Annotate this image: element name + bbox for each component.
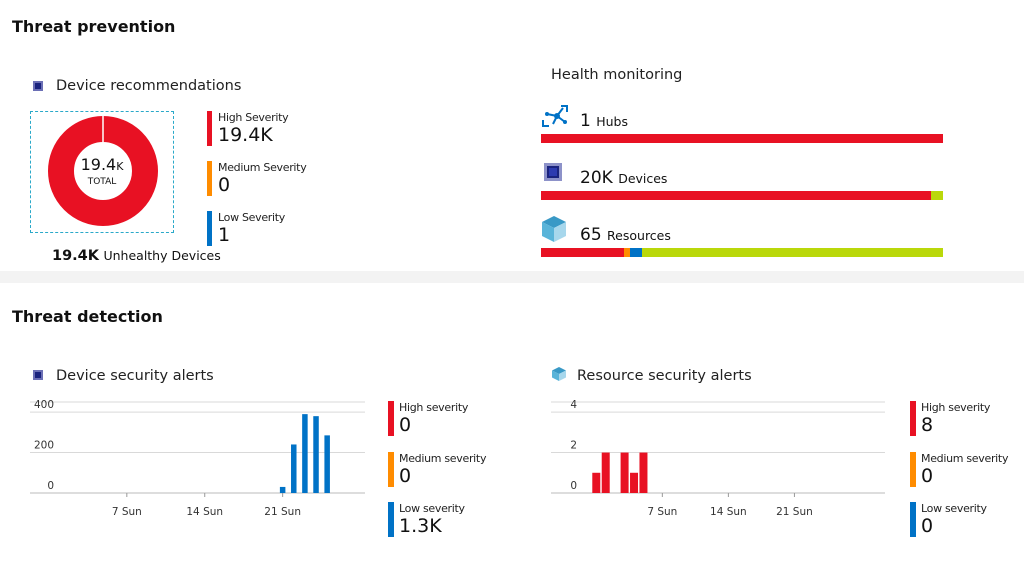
x-tick-label: 14 Sun (710, 506, 747, 518)
resources-health-bar[interactable] (541, 248, 943, 257)
resource-alerts-title[interactable]: Resource security alerts (577, 368, 752, 384)
donut-total-value: 19.4 (80, 155, 117, 174)
x-tick-label: 7 Sun (112, 506, 142, 518)
legend-value: 1 (218, 224, 231, 246)
device-alerts-chart[interactable]: 0 200 400 7 Sun 14 Sun 21 Sun (0, 395, 380, 525)
legend-color-bar (207, 211, 212, 246)
chip-icon (541, 160, 565, 188)
legend-value: 0 (399, 414, 412, 436)
legend-label: Low Severity (218, 211, 285, 224)
legend-color-bar (910, 452, 916, 487)
device-alerts-title[interactable]: Device security alerts (56, 368, 214, 384)
iot-hub-icon (541, 104, 569, 132)
x-tick-label: 21 Sun (264, 506, 301, 518)
y-tick-label: 200 (34, 440, 54, 452)
donut-chart[interactable]: 19.4K TOTAL (30, 111, 174, 233)
legend-value: 19.4K (218, 124, 273, 146)
bar (324, 435, 330, 493)
legend-label: Medium Severity (218, 161, 307, 174)
legend-label: Low severity (921, 502, 987, 515)
health-devices: 20K Devices (580, 168, 668, 188)
y-tick-label: 4 (570, 399, 577, 411)
legend-label: Medium severity (399, 452, 487, 465)
chip-icon (31, 78, 45, 92)
health-bar-segment (541, 248, 624, 257)
bar (291, 444, 297, 493)
health-monitoring-title: Health monitoring (551, 67, 683, 83)
bar (630, 472, 639, 493)
unhealthy-value: 19.4K (52, 248, 100, 264)
x-tick-label: 7 Sun (647, 506, 677, 518)
x-tick-label: 14 Sun (186, 506, 223, 518)
legend-label: High severity (921, 401, 991, 414)
section-divider (0, 271, 1024, 283)
health-bar-segment (629, 248, 642, 257)
bar (639, 452, 648, 493)
bar (592, 472, 601, 493)
cube-icon (541, 215, 567, 247)
devices-health-bar[interactable] (541, 191, 943, 200)
legend-color-bar (207, 111, 212, 146)
health-bar-segment (641, 248, 943, 257)
y-tick-label: 2 (570, 440, 577, 452)
health-bar-segment (541, 191, 931, 200)
legend-color-bar (388, 401, 394, 436)
bar (279, 486, 286, 493)
cube-icon (551, 366, 567, 386)
y-tick-label: 0 (47, 480, 54, 492)
donut-total-unit: K (116, 160, 124, 173)
legend-value: 1.3K (399, 515, 442, 537)
bar (620, 452, 629, 493)
legend-label: High severity (399, 401, 469, 414)
legend-label: High Severity (218, 111, 289, 124)
chip-icon (31, 367, 45, 386)
bar (601, 452, 610, 493)
health-hubs: 1 Hubs (580, 111, 629, 131)
legend-color-bar (388, 452, 394, 487)
health-bar-segment (541, 134, 943, 143)
legend-value: 8 (921, 414, 934, 436)
legend-value: 0 (921, 515, 934, 537)
health-bar-segment (623, 248, 630, 257)
threat-prevention-title: Threat prevention (12, 17, 176, 36)
health-resources: 65 Resources (580, 225, 671, 245)
legend-value: 0 (399, 465, 412, 487)
x-tick-label: 21 Sun (776, 506, 813, 518)
unhealthy-devices: 19.4K Unhealthy Devices (52, 248, 221, 264)
legend-value: 0 (218, 174, 231, 196)
bar (313, 416, 319, 493)
hubs-health-bar[interactable] (541, 134, 943, 143)
legend-value: 0 (921, 465, 934, 487)
y-tick-label: 0 (570, 480, 577, 492)
resource-alerts-chart[interactable]: 0 2 4 7 Sun 14 Sun 21 Sun (520, 395, 900, 525)
legend-color-bar (910, 502, 916, 537)
legend-label: Low severity (399, 502, 465, 515)
threat-detection-title: Threat detection (12, 307, 163, 326)
health-bar-segment (930, 191, 943, 200)
legend-color-bar (388, 502, 394, 537)
unhealthy-label: Unhealthy Devices (103, 248, 221, 263)
legend-label: Medium severity (921, 452, 1009, 465)
bar (302, 414, 308, 493)
device-recommendations-title[interactable]: Device recommendations (56, 78, 242, 94)
legend-color-bar (207, 161, 212, 196)
y-tick-label: 400 (34, 399, 54, 411)
donut-total-label: TOTAL (87, 177, 117, 187)
legend-color-bar (910, 401, 916, 436)
